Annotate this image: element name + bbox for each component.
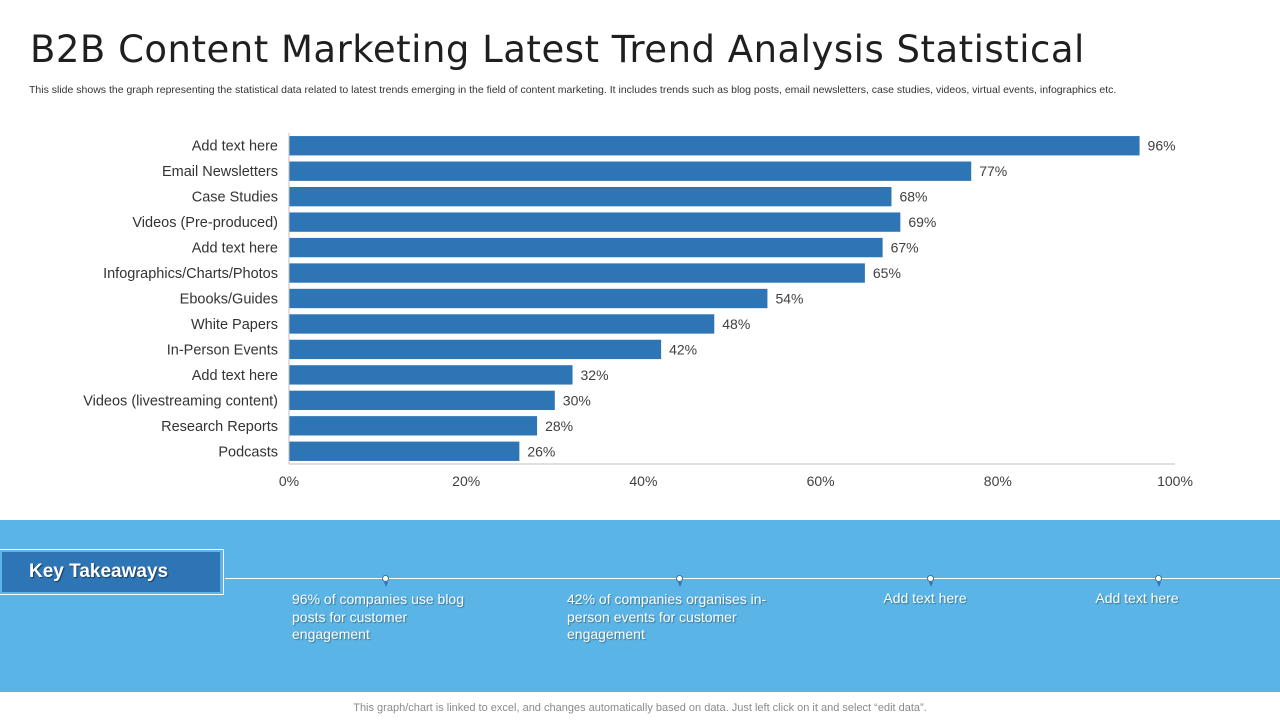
key-takeaways-frame: [0, 549, 224, 595]
category-label: White Papers: [191, 317, 278, 333]
bar: [289, 161, 972, 181]
bar-chart[interactable]: Add text here 96% Email Newsletters 77% Case…: [0, 0, 1280, 500]
pin-icon: [382, 575, 389, 587]
category-label: Videos (livestreaming content): [83, 393, 278, 409]
x-tick-label: 100%: [1157, 473, 1193, 489]
data-label: 77%: [979, 163, 1007, 179]
data-label: 54%: [775, 291, 803, 307]
category-label: Email Newsletters: [162, 164, 278, 180]
bar: [289, 186, 892, 207]
bar: [289, 263, 865, 283]
footer-note: This graph/chart is linked to excel, and…: [353, 702, 927, 714]
bar: [289, 212, 901, 232]
data-label: 68%: [899, 189, 927, 205]
category-label: Add text here: [192, 241, 278, 257]
bar: [289, 365, 573, 385]
bar: [289, 237, 883, 258]
category-label: In-Person Events: [167, 342, 278, 358]
data-label: 69%: [908, 214, 936, 230]
category-label: Add text here: [192, 368, 278, 384]
pin-icon: [927, 575, 934, 587]
key-takeaways-heading: Key Takeaways: [2, 552, 220, 592]
bar: [289, 136, 1140, 156]
x-tick-label: 0%: [279, 473, 299, 489]
category-label: Podcasts: [218, 444, 278, 460]
data-label: 48%: [722, 316, 750, 332]
bar: [289, 390, 555, 411]
data-label: 32%: [581, 367, 609, 383]
x-tick-label: 40%: [629, 473, 657, 489]
x-tick-label: 60%: [807, 473, 835, 489]
takeaway-1: 96% of companies use blog posts for cust…: [292, 591, 464, 642]
bar: [289, 339, 662, 360]
data-label: 42%: [669, 341, 697, 357]
takeaway-3: Add text here: [883, 590, 967, 606]
page-title: B2B Content Marketing Latest Trend Analy…: [30, 28, 1085, 71]
bar: [289, 288, 768, 309]
bar: [289, 314, 715, 334]
x-tick-label: 80%: [984, 473, 1012, 489]
bar: [289, 441, 520, 461]
pin-icon: [1155, 575, 1162, 587]
key-takeaways-panel: Key Takeaways 96% of companies use blog …: [0, 520, 1280, 692]
data-label: 96%: [1148, 138, 1176, 154]
takeaway-4: Add text here: [1095, 590, 1179, 606]
category-label: Infographics/Charts/Photos: [103, 266, 278, 282]
category-label: Add text here: [192, 139, 278, 155]
pin-icon: [676, 575, 683, 587]
data-label: 28%: [545, 418, 573, 434]
data-label: 30%: [563, 392, 591, 408]
data-label: 67%: [891, 240, 919, 256]
data-label: 65%: [873, 265, 901, 281]
data-label: 26%: [527, 443, 555, 459]
category-label: Case Studies: [192, 190, 278, 206]
category-label: Videos (Pre-produced): [132, 215, 278, 231]
bar: [289, 416, 538, 436]
x-tick-label: 20%: [452, 473, 480, 489]
timeline-line: [225, 578, 1280, 579]
category-label: Ebooks/Guides: [180, 292, 278, 308]
category-label: Research Reports: [161, 419, 278, 435]
page-subtitle: This slide shows the graph representing …: [29, 84, 1117, 96]
takeaway-2: 42% of companies organises in-person eve…: [567, 591, 767, 642]
